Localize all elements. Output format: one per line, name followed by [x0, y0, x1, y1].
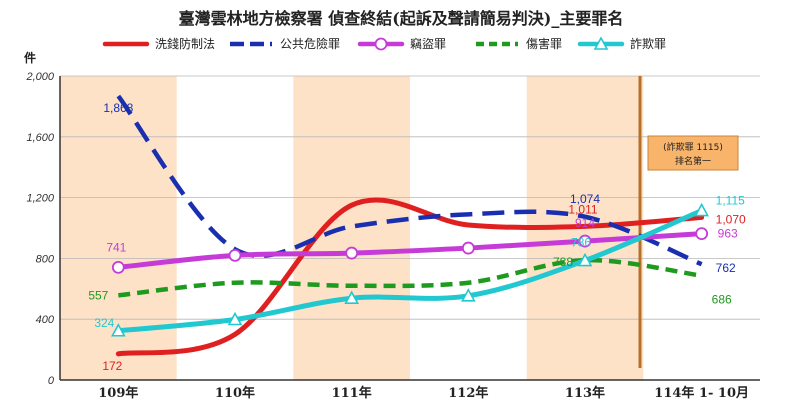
annotation-line-2: 排名第一 [675, 155, 711, 167]
data-label: 1,074 [570, 192, 600, 206]
y-axis-label: 件 [24, 50, 36, 65]
x-tick-label: 112年 [448, 385, 488, 401]
x-tick-label: 111年 [332, 385, 372, 401]
legend-label-2: 竊盜罪 [410, 36, 446, 51]
series-4-point-3 [460, 288, 476, 302]
x-tick-label: 113年 [565, 385, 605, 401]
series-4-point-2 [344, 290, 360, 305]
y-tick-label: 400 [36, 314, 55, 326]
series-line-1 [116, 94, 703, 267]
data-labels: 172 1,011 1,070 1,868 1,074 762 741 914 963 557 78… [88, 101, 746, 373]
series-2-point-3 [461, 241, 475, 255]
y-tick-label: 2,000 [25, 71, 54, 83]
annotation-callout: (詐欺罪 1115) 排名第一 [647, 135, 739, 171]
y-tick-label: 800 [36, 253, 55, 265]
series-markers [110, 96, 710, 354]
data-label: 788 [553, 255, 573, 269]
data-label: 557 [88, 288, 108, 302]
y-tick-label: 0 [48, 375, 55, 387]
series-lines [115, 94, 705, 357]
data-label: 686 [712, 293, 732, 307]
annotation-box [647, 135, 739, 171]
data-label: 1,070 [716, 212, 746, 226]
series-2-point-1 [228, 248, 242, 262]
data-label: 914 [575, 216, 595, 230]
legend-marker-4 [593, 36, 609, 50]
data-label: 1,868 [103, 101, 133, 115]
data-label: 172 [102, 359, 122, 373]
data-label: 762 [716, 261, 736, 275]
x-tick-label: 109年 [98, 385, 138, 401]
series-4-point-0 [110, 323, 126, 337]
axes [59, 76, 760, 381]
data-label: 324 [94, 316, 114, 330]
data-label: 786 [571, 236, 591, 250]
series-2-point-0 [111, 260, 125, 274]
data-label: 963 [718, 227, 738, 241]
series-2-point-2 [345, 246, 359, 260]
series-line-2 [115, 231, 705, 270]
legend-label-0: 洗錢防制法 [155, 36, 215, 51]
data-label: 1,115 [716, 194, 745, 208]
series-4-point-5 [694, 202, 710, 217]
y-tick-labels: 0 400 800 1,200 1,600 2,000 [25, 71, 54, 387]
band-2 [293, 76, 410, 380]
x-tick-labels: 109年 110年 111年 112年 113年 114年 1- 10月 [98, 385, 749, 401]
series-2-point-5 [695, 227, 709, 241]
legend-label-1: 公共危險罪 [280, 36, 340, 51]
legend: 洗錢防制法 公共危險罪 竊盜罪 傷害罪 詐欺罪 [102, 36, 666, 51]
data-label: 1,011 [568, 202, 597, 216]
legend-label-3: 傷害罪 [526, 36, 562, 51]
series-4-point-4 [577, 252, 593, 267]
chart-title: 臺灣雲林地方檢察署 偵查終結(起訴及聲請簡易判決)_主要罪名 [179, 9, 624, 28]
legend-label-4: 詐欺罪 [630, 36, 666, 51]
series-line-0 [115, 197, 705, 357]
x-tick-label: 110年 [215, 385, 255, 401]
series-4-point-1 [227, 311, 243, 326]
legend-marker-2 [374, 37, 388, 51]
data-label: 741 [106, 240, 126, 254]
series-line-4 [115, 208, 705, 334]
series-line-3 [118, 257, 702, 298]
y-tick-label: 1,600 [26, 132, 54, 144]
annotation-line-1: (詐欺罪 1115) [663, 141, 723, 153]
series-2-point-4 [578, 234, 592, 248]
y-tick-label: 1,200 [26, 193, 54, 205]
x-tick-label: 114年 1- 10月 [654, 385, 749, 401]
